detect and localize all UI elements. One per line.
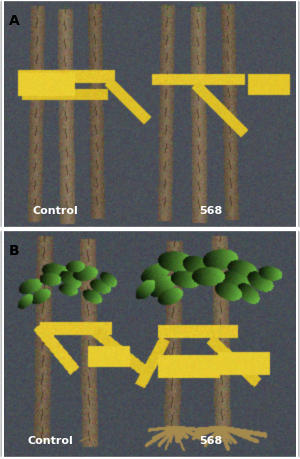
Text: B: B (8, 244, 19, 258)
Text: Control: Control (33, 206, 78, 216)
Text: Control: Control (28, 436, 74, 446)
Text: 568: 568 (199, 206, 222, 216)
Text: 568: 568 (199, 436, 222, 446)
Text: A: A (8, 15, 19, 28)
